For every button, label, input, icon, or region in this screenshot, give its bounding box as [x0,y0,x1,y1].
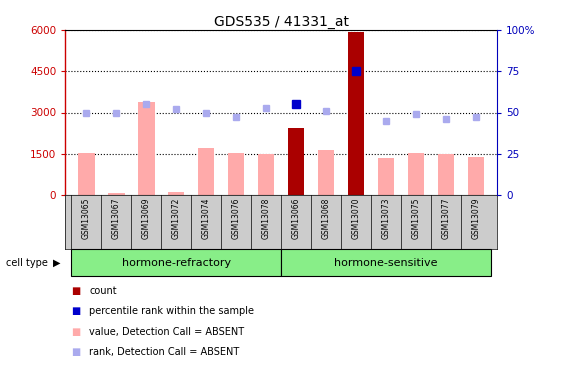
Text: GSM13078: GSM13078 [262,198,271,239]
Bar [168,192,185,195]
Text: cell type: cell type [6,258,48,267]
Text: ■: ■ [71,286,80,296]
Text: ▶: ▶ [53,258,60,267]
Bar [348,32,364,195]
Text: value, Detection Call = ABSENT: value, Detection Call = ABSENT [89,327,244,337]
Bar [408,153,424,195]
Bar [438,154,454,195]
Text: percentile rank within the sample: percentile rank within the sample [89,306,254,316]
Bar [228,153,244,195]
Text: GSM13077: GSM13077 [441,198,450,239]
Text: hormone-sensitive: hormone-sensitive [335,258,438,267]
Text: GSM13074: GSM13074 [202,198,211,239]
Text: GSM13079: GSM13079 [471,198,481,239]
Text: ■: ■ [71,348,80,357]
Bar [281,249,491,276]
Bar [198,148,215,195]
Text: GSM13068: GSM13068 [321,198,331,239]
Text: hormone-refractory: hormone-refractory [122,258,231,267]
Text: count: count [89,286,117,296]
Title: GDS535 / 41331_at: GDS535 / 41331_at [214,15,349,29]
Text: GSM13067: GSM13067 [112,198,121,239]
Text: GSM13069: GSM13069 [142,198,151,239]
Bar [288,128,304,195]
Text: GSM13075: GSM13075 [412,198,420,239]
Text: GSM13073: GSM13073 [382,198,391,239]
Bar [78,153,94,195]
Text: ■: ■ [71,306,80,316]
Text: GSM13065: GSM13065 [82,198,91,239]
Bar [72,249,281,276]
Text: GSM13070: GSM13070 [352,198,361,239]
Bar [318,150,335,195]
Text: GSM13076: GSM13076 [232,198,241,239]
Bar [138,102,154,195]
Bar [108,193,124,195]
Text: ■: ■ [71,327,80,337]
Text: GSM13072: GSM13072 [172,198,181,239]
Bar [378,158,394,195]
Text: GSM13066: GSM13066 [291,198,300,239]
Bar [258,154,274,195]
Text: rank, Detection Call = ABSENT: rank, Detection Call = ABSENT [89,348,240,357]
Bar [468,157,485,195]
